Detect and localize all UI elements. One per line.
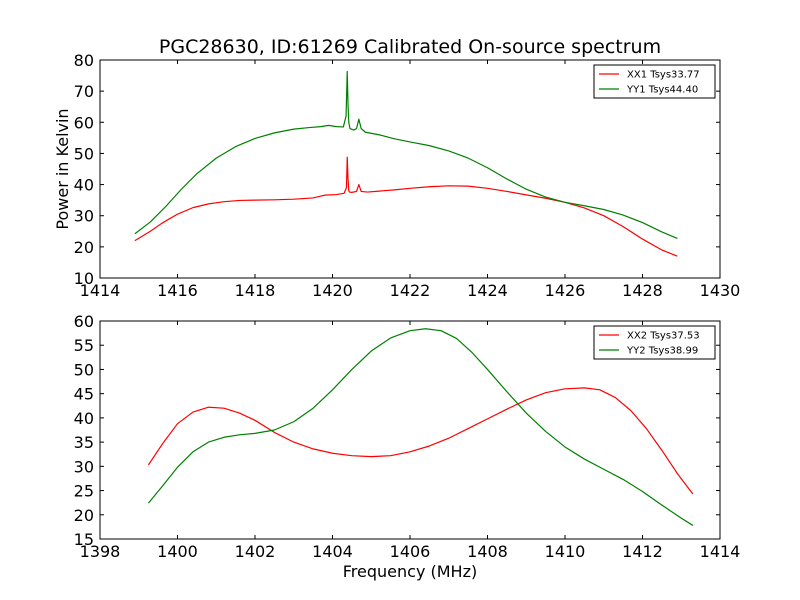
y-tick-label: 55: [74, 336, 94, 355]
x-tick-label: 1410: [545, 542, 586, 561]
y-tick-label: 10: [74, 269, 94, 288]
y-tick-label: 80: [74, 51, 94, 70]
x-tick-label: 1398: [80, 542, 121, 561]
y-tick-label: 30: [74, 207, 94, 226]
x-tick-label: 1420: [312, 281, 353, 300]
legend: XX2 Tsys37.53 YY2 Tsys38.99: [593, 325, 716, 360]
x-tick-label: 1422: [390, 281, 431, 300]
x-tick-label: 1412: [622, 542, 663, 561]
x-tick-label: 1404: [312, 542, 353, 561]
legend-label: XX1 Tsys33.77: [627, 70, 700, 81]
x-tick-label: 1408: [467, 542, 508, 561]
x-axis-label: Frequency (MHz): [343, 562, 477, 581]
x-tick-label: 1430: [700, 281, 741, 300]
y-tick-label: 50: [74, 360, 94, 379]
legend-box: [593, 64, 716, 99]
series-line-xx1: [134, 156, 678, 257]
legend-label: XX2 Tsys37.53: [627, 331, 700, 342]
x-tick-label: 1416: [157, 281, 198, 300]
x-tick-label: 1418: [235, 281, 276, 300]
legend: XX1 Tsys33.77 YY1 Tsys44.40: [593, 64, 716, 99]
legend-label: YY1 Tsys44.40: [626, 85, 698, 96]
y-tick-label: 60: [74, 113, 94, 132]
y-tick-label: 15: [74, 530, 94, 549]
x-tick-label: 1424: [467, 281, 508, 300]
y-tick-label: 40: [74, 176, 94, 195]
x-tick-label: 1400: [157, 542, 198, 561]
y-tick-label: 25: [74, 482, 94, 501]
chart-panel-2: 1398 1400 1402 1404 1406 1408 1410 1412 1414 15 20…: [74, 312, 741, 581]
x-tick-label: 1414: [700, 542, 741, 561]
y-axis-label: Power in Kelvin: [53, 108, 72, 229]
chart-panel-1: 1414 1416 1418 1420 1422 1424 1426 1428 1430 10 20…: [53, 51, 740, 300]
x-tick-label: 1426: [545, 281, 586, 300]
y-tick-label: 70: [74, 82, 94, 101]
legend-label: YY2 Tsys38.99: [626, 346, 698, 357]
series-line-xx2: [147, 387, 694, 495]
x-tick-label: 1414: [80, 281, 121, 300]
series-line-yy2: [147, 328, 694, 526]
series-line-yy1: [134, 70, 678, 240]
y-tick-label: 40: [74, 409, 94, 428]
y-tick-label: 45: [74, 385, 94, 404]
y-tick-label: 35: [74, 433, 94, 452]
x-tick-label: 1402: [235, 542, 276, 561]
x-tick-label: 1406: [390, 542, 431, 561]
figure-title: PGC28630, ID:61269 Calibrated On-source …: [159, 36, 661, 58]
y-tick-label: 60: [74, 312, 94, 331]
y-tick-label: 50: [74, 144, 94, 163]
y-tick-label: 30: [74, 457, 94, 476]
x-tick-label: 1428: [622, 281, 663, 300]
y-tick-label: 20: [74, 506, 94, 525]
legend-box: [593, 325, 716, 360]
y-tick-label: 20: [74, 238, 94, 257]
